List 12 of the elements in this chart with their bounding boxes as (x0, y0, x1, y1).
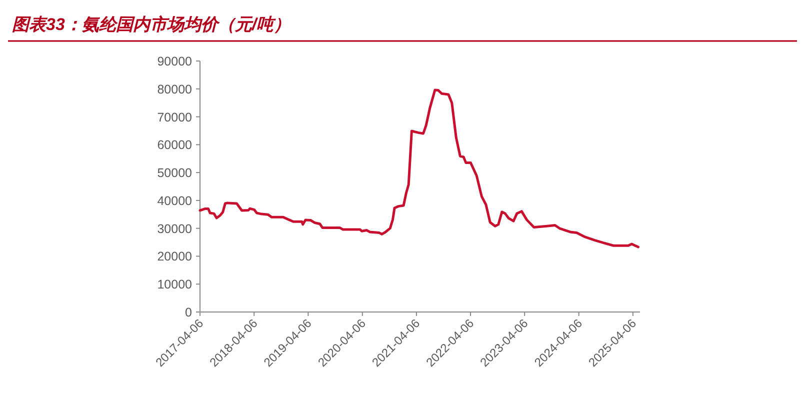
y-tick-label: 10000 (157, 278, 192, 292)
y-tick-label: 30000 (157, 222, 192, 236)
y-tick-label: 70000 (157, 110, 192, 124)
line-series (198, 88, 640, 248)
chart-title: 图表33：氨纶国内市场均价（元/吨） (12, 15, 291, 34)
y-tick-label: 50000 (157, 166, 192, 180)
y-tick-label: 0 (185, 306, 192, 320)
y-tick-label: 40000 (157, 194, 192, 208)
y-tick-label: 20000 (157, 250, 192, 264)
y-tick-label: 90000 (157, 54, 192, 68)
y-tick-label: 60000 (157, 138, 192, 152)
y-tick-label: 80000 (157, 82, 192, 96)
